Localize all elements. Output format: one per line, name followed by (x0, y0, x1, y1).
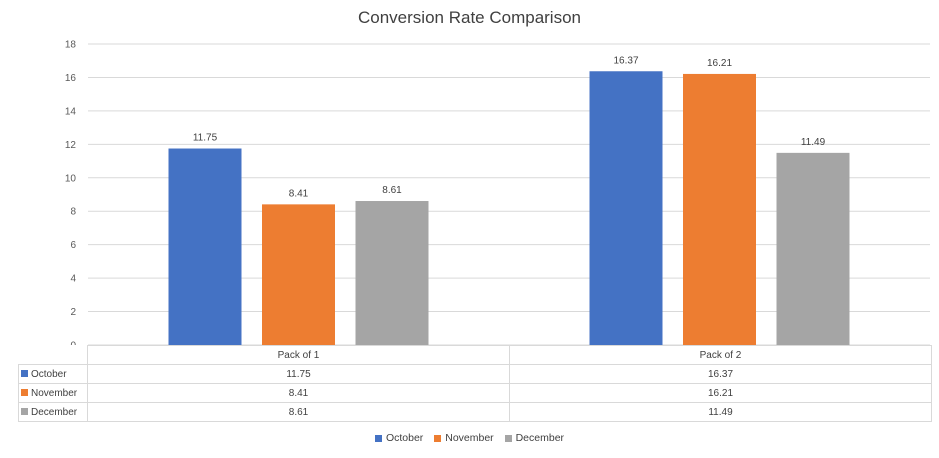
data-table: Pack of 1 Pack of 2 October 11.75 16.37 … (18, 345, 932, 422)
data-table-row-label: December (18, 402, 88, 422)
y-tick-label: 8 (70, 207, 76, 218)
y-tick-label: 4 (70, 274, 76, 285)
legend-swatch (374, 434, 382, 442)
y-tick-label: 10 (65, 173, 77, 184)
data-table-cell: 8.61 (87, 402, 510, 422)
data-table-row: October 11.75 16.37 (18, 364, 932, 384)
bar-december (776, 152, 850, 345)
data-table-cell: 8.41 (87, 383, 510, 403)
data-table-cell: 11.49 (509, 402, 932, 422)
y-tick-label: 16 (65, 73, 77, 84)
bar-november (683, 73, 756, 345)
y-tick-label: 2 (70, 307, 76, 318)
data-table-row: December 8.61 11.49 (18, 402, 932, 422)
data-label: 8.41 (289, 188, 309, 199)
bar-november (262, 204, 335, 345)
y-tick-label: 12 (65, 140, 77, 151)
data-label: 16.37 (613, 55, 638, 66)
chart-title: Conversion Rate Comparison (358, 8, 581, 27)
data-table-header-cell: Pack of 1 (87, 345, 510, 365)
legend-swatch (504, 434, 512, 442)
y-tick-label: 18 (65, 40, 77, 51)
y-tick-label: 0 (70, 341, 76, 346)
bar-october (589, 71, 663, 345)
data-table-corner (18, 345, 88, 365)
series-swatch-november (21, 389, 28, 397)
data-table-header-cell: Pack of 2 (509, 345, 932, 365)
legend-swatch (434, 434, 442, 442)
data-label: 16.21 (707, 58, 732, 69)
y-tick-label: 14 (65, 106, 77, 117)
data-label: 11.75 (193, 133, 218, 144)
chart-plot-area: 0 2 4 6 8 10 12 14 16 18 11.75 8.41 8.61 16.37 16.21 11… (65, 40, 930, 346)
data-label: 8.61 (382, 185, 402, 196)
series-swatch-december (21, 408, 28, 416)
series-swatch-october (21, 370, 28, 378)
chart-legend: October November December (0, 432, 939, 444)
data-table-cell: 16.21 (509, 383, 932, 403)
legend-item-november: November (434, 432, 494, 444)
data-table-header-row: Pack of 1 Pack of 2 (18, 345, 932, 365)
bar-december (355, 201, 429, 345)
bar-october (168, 148, 242, 345)
data-table-row-label: October (18, 364, 88, 384)
data-table-cell: 16.37 (509, 364, 932, 384)
y-tick-label: 6 (70, 240, 76, 251)
data-table-row: November 8.41 16.21 (18, 383, 932, 403)
data-table-cell: 11.75 (87, 364, 510, 384)
data-table-row-label: November (18, 383, 88, 403)
legend-item-december: December (504, 432, 564, 444)
data-label: 11.49 (801, 137, 826, 148)
legend-item-october: October (374, 432, 423, 444)
